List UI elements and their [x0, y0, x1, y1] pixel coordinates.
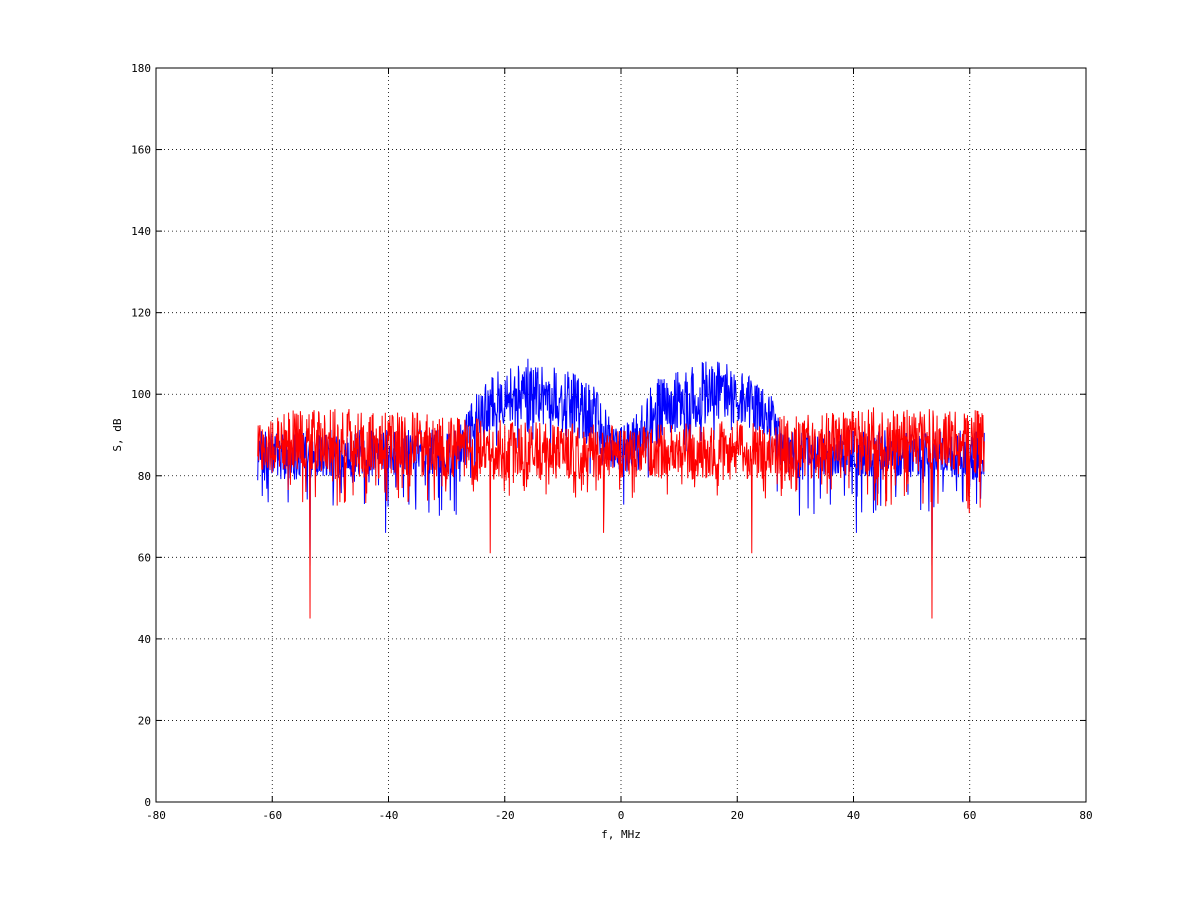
series-1-line — [257, 407, 985, 619]
series-layer — [257, 358, 985, 619]
x-tick-label: 80 — [1079, 809, 1092, 822]
ticks: -80 -60 -40 -20 0 20 40 60 80 0 20 40 60 80 100 120 140 1… — [131, 62, 1093, 822]
y-tick-label: 160 — [131, 144, 151, 157]
y-tick-label: 120 — [131, 307, 151, 320]
y-tick-label: 180 — [131, 62, 151, 75]
x-axis-label: f, MHz — [601, 828, 641, 841]
x-tick-label: 20 — [731, 809, 744, 822]
y-tick-label: 40 — [138, 633, 151, 646]
x-tick-label: 0 — [618, 809, 625, 822]
y-tick-label: 140 — [131, 225, 151, 238]
y-axis-label: S, dB — [111, 418, 124, 451]
y-tick-label: 60 — [138, 551, 151, 564]
x-tick-label: -60 — [262, 809, 282, 822]
x-tick-label: 40 — [847, 809, 860, 822]
x-tick-label: -20 — [495, 809, 515, 822]
x-tick-label: -80 — [146, 809, 166, 822]
x-tick-label: -40 — [379, 809, 399, 822]
y-tick-label: 20 — [138, 714, 151, 727]
x-tick-label: 60 — [963, 809, 976, 822]
y-tick-label: 0 — [144, 796, 151, 809]
y-tick-label: 80 — [138, 470, 151, 483]
y-tick-label: 100 — [131, 388, 151, 401]
